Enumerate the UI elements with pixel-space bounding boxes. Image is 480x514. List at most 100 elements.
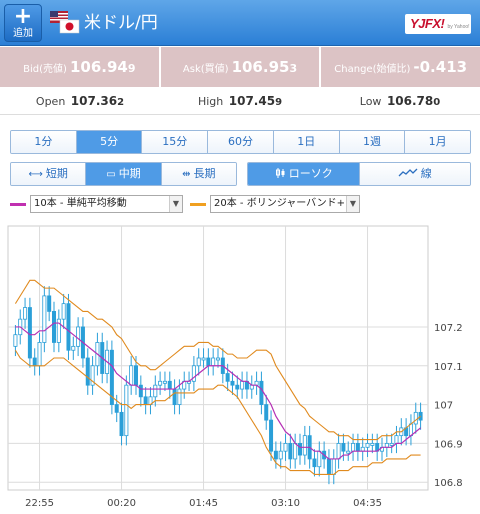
tab-5min[interactable]: 5分 (75, 131, 142, 153)
tab-1min[interactable]: 1分 (11, 131, 76, 153)
bid-value-pip: 9 (127, 62, 136, 75)
x-tick-label: 22:55 (25, 498, 54, 509)
bb-upper-line (14, 279, 421, 441)
high-value: 107.459 (229, 94, 282, 108)
x-tick-label: 03:10 (271, 498, 300, 509)
low-value-main: 106.78 (386, 94, 434, 108)
ma-line (15, 322, 421, 460)
candle-body (138, 384, 143, 398)
candle-body (225, 373, 230, 382)
line-label: 線 (420, 167, 432, 180)
candle-body (235, 384, 240, 390)
tab-line[interactable]: 線 (358, 163, 470, 185)
plus-icon: + (13, 4, 33, 29)
short-term-label: 短期 (45, 167, 68, 180)
candle-body (124, 384, 129, 437)
ma-color-swatch (10, 203, 26, 206)
tab-1day[interactable]: 1日 (272, 131, 339, 153)
tab-60min[interactable]: 60分 (207, 131, 273, 153)
chart-canvas: 107.2 107.1 107 106.9 106.8 22:55 00:20 01:45 03… (7, 225, 463, 509)
bb-dropdown-value: 20本 - ボリンジャーバンド+1 (214, 198, 352, 209)
low-cell: Low 106.780 (320, 87, 480, 114)
candle-body (47, 295, 52, 312)
candle-body (66, 303, 71, 351)
candle-body (85, 357, 90, 386)
open-value: 107.362 (71, 94, 124, 108)
pair-title: 米ドル/円 (84, 13, 158, 33)
candle-body (13, 334, 18, 347)
open-value-pip: 2 (117, 97, 125, 108)
candle-body (114, 404, 119, 413)
change-value: -0.413 (413, 58, 468, 76)
bb-selector: 20本 - ボリンジャーバンド+1 ▼ (190, 195, 365, 213)
tab-long-term[interactable]: ⇹ 長期 (160, 163, 236, 185)
tab-15min[interactable]: 15分 (141, 131, 208, 153)
tab-candlestick[interactable]: ローソク (248, 163, 359, 185)
price-chart[interactable]: 107.2 107.1 107 106.9 106.8 22:55 00:20 01:45 03… (0, 220, 480, 514)
candle-body (215, 357, 220, 361)
x-tick-label: 04:35 (353, 498, 382, 509)
high-value-pip: 9 (275, 97, 283, 108)
candle-body (52, 311, 57, 343)
ma-dropdown[interactable]: 10本 - 単純平均移動 ▼ (30, 195, 183, 213)
ask-value-pip: 3 (289, 62, 298, 75)
candle-body (206, 357, 211, 367)
x-tick-label: 01:45 (189, 498, 218, 509)
candle-body (27, 307, 32, 359)
candle-body (259, 380, 264, 405)
candle-body (389, 443, 394, 446)
change-label: Change(始値比) (334, 64, 411, 75)
logo-text: YJFX! (410, 16, 445, 31)
candle-body (42, 295, 47, 343)
tab-short-term[interactable]: ⟷ 短期 (11, 163, 86, 185)
candle-body (273, 450, 278, 460)
candle-body (56, 318, 61, 343)
x-tick-label: 00:20 (107, 498, 136, 509)
y-tick-label: 106.9 (434, 439, 463, 450)
add-label: 追加 (13, 28, 33, 39)
candle-body (413, 411, 418, 425)
period-tabs: ⟷ 短期 ▭ 中期 ⇹ 長期 (10, 162, 237, 186)
y-tick-label: 107.2 (434, 323, 463, 334)
add-pair-button[interactable]: + 追加 (4, 4, 42, 42)
timeframe-tabs: 1分 5分 15分 60分 1日 1週 1月 (10, 130, 471, 154)
candle-body (355, 443, 360, 452)
quote-bar: Bid(売値) 106.949 Ask(買値) 106.953 Change(始値比… (0, 47, 480, 87)
candle-body (283, 443, 288, 452)
candle-body (158, 380, 163, 386)
bid-value: 106.949 (70, 58, 136, 76)
short-term-icon: ⟷ (28, 169, 43, 180)
y-tick-label: 107.1 (434, 362, 463, 373)
candle-body (90, 365, 95, 386)
change-cell: Change(始値比) -0.413 (319, 47, 480, 87)
tab-1week[interactable]: 1週 (338, 131, 405, 153)
bb-lower-line (14, 349, 421, 476)
candle-body (32, 357, 37, 367)
candle-body (162, 380, 167, 384)
candle-body (23, 307, 28, 320)
candle-body (37, 342, 42, 367)
candle-body (76, 326, 81, 347)
candle-body (365, 443, 370, 448)
open-cell: Open 107.362 (0, 87, 160, 114)
candle-body (326, 458, 331, 475)
low-value-pip: 0 (433, 97, 441, 108)
bb-dropdown[interactable]: 20本 - ボリンジャーバンド+1 ▼ (210, 195, 360, 213)
candle-body (312, 458, 317, 468)
high-label: High (197, 95, 224, 108)
ma-dropdown-value: 10本 - 単純平均移動 (34, 198, 127, 209)
candle-body (71, 345, 76, 351)
usd-jpy-flag-icon (50, 11, 80, 34)
tab-mid-term[interactable]: ▭ 中期 (85, 163, 161, 185)
candle-body (230, 380, 235, 386)
candle-body (196, 357, 201, 367)
candle-body (394, 435, 399, 444)
open-label: Open (35, 95, 66, 108)
ohl-bar: Open 107.362 High 107.459 Low 106.780 (0, 87, 480, 115)
tab-1month[interactable]: 1月 (404, 131, 470, 153)
y-tick-label: 107 (434, 401, 453, 412)
candle-body (293, 443, 298, 460)
candle-body (172, 388, 177, 405)
bb-color-swatch (190, 203, 206, 206)
app-header: + 追加 米ドル/円 YJFX! by Yahoo! (0, 0, 480, 46)
